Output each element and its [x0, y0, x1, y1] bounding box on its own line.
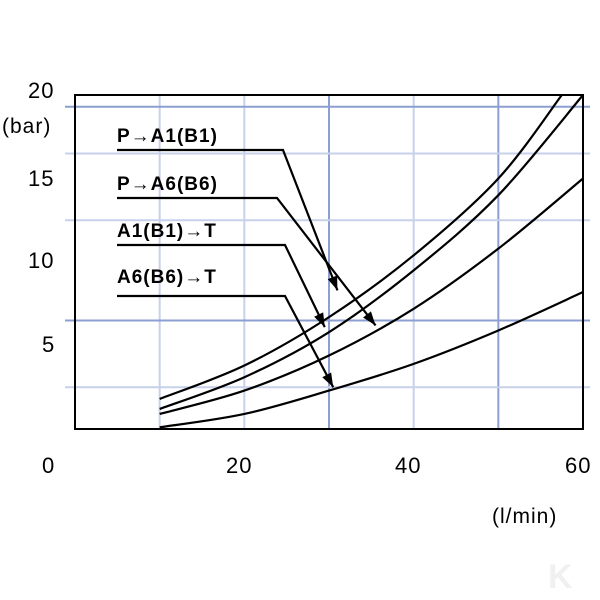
watermark-logo: K: [548, 558, 573, 596]
annotation-label: A1(B1)→T: [117, 221, 217, 242]
series-line-2: [159, 94, 584, 410]
annotation-arrowhead: [322, 372, 334, 388]
x-tick-label: 60: [565, 453, 591, 478]
annotation-leader: [117, 243, 326, 328]
series-line-4: [159, 291, 584, 429]
curves: [159, 94, 584, 429]
y-tick-label: 20: [28, 78, 54, 103]
annotation-leaders: [117, 148, 377, 388]
annotation-leader: [117, 148, 339, 291]
annotation-label: P→A6(B6): [117, 174, 218, 195]
x-tick-label: 0: [42, 453, 55, 478]
annotation-leader: [117, 196, 377, 327]
annotation-arrowhead: [363, 311, 376, 326]
plot-frame: [74, 94, 584, 430]
x-tick-label: 20: [226, 453, 252, 478]
annotation-arrowhead: [314, 312, 325, 328]
labels: 0 20 40 60 5 10 15 20 (bar) (l/min) P→A1(B1) P→A6(B…: [2, 78, 591, 528]
annotation-leader: [117, 294, 335, 388]
y-tick-label: 15: [28, 166, 54, 191]
y-tick-label: 5: [42, 332, 55, 357]
y-axis-unit: (bar): [2, 115, 51, 138]
series-line-1: [159, 94, 563, 400]
series-line-3: [159, 177, 584, 416]
annotation-label: A6(B6)→T: [117, 267, 217, 288]
x-axis-unit: (l/min): [492, 505, 557, 528]
annotation-arrowhead: [327, 275, 338, 291]
x-tick-label: 40: [395, 453, 421, 478]
annotation-label: P→A1(B1): [117, 126, 218, 147]
y-tick-label: 10: [28, 248, 54, 273]
